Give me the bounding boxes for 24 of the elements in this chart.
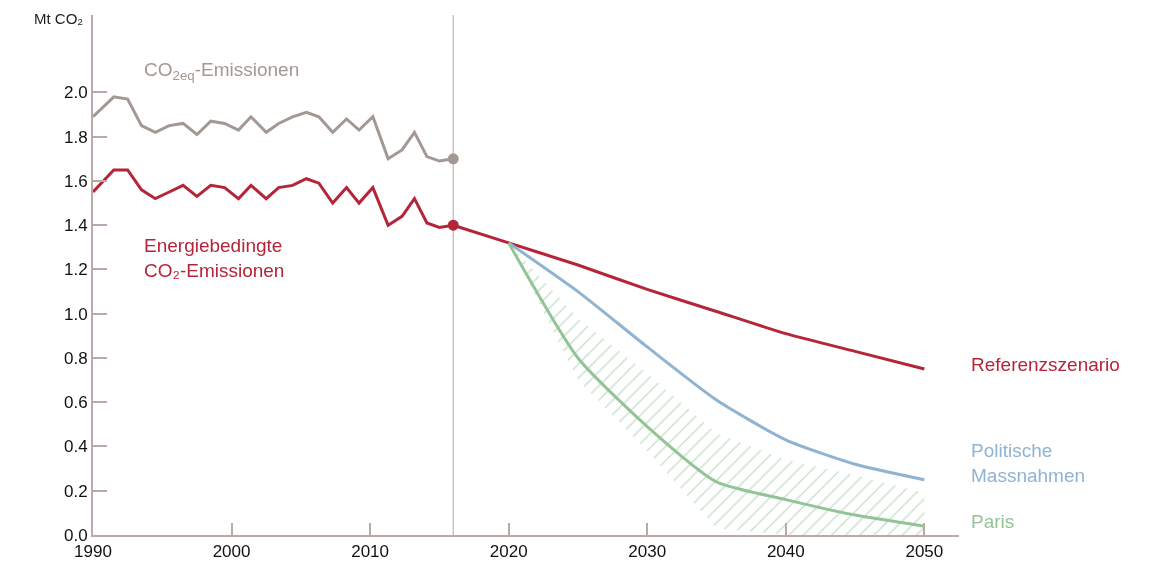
y-tick-label: 1.2	[63, 260, 88, 280]
y-tick-label: 1.0	[63, 304, 88, 324]
x-tick-label: 2010	[351, 542, 390, 562]
y-tick-label: 1.6	[63, 171, 88, 191]
y-tick-label: 0.6	[63, 393, 88, 413]
y-tick-label: 1.8	[63, 127, 88, 147]
x-tick-label: 1990	[74, 542, 112, 562]
text: Referenzszenario	[971, 354, 1120, 375]
x-tick-label: 2000	[212, 542, 251, 562]
x-tick-label: 2050	[905, 542, 944, 562]
y-tick-label: 0.2	[63, 481, 88, 501]
x-tick-label: 2020	[489, 542, 528, 562]
text: Paris	[971, 511, 1015, 532]
series-label: CO$_{2eq}$-Emissionen	[144, 59, 300, 83]
y-axis-title: Mt CO₂	[34, 10, 84, 27]
text: Politische Massnahmen	[971, 440, 1086, 486]
y-tick-label: 0.4	[63, 437, 88, 457]
y-tick-label: 0.8	[63, 348, 88, 368]
text: Energiebedingte CO₂-Emissionen	[144, 235, 285, 281]
x-tick-label: 2030	[628, 542, 667, 562]
x-tick-label: 2040	[766, 542, 805, 562]
y-tick-label: 0.0	[63, 525, 88, 545]
y-tick-label: 2.0	[63, 83, 88, 103]
y-tick-label: 1.4	[63, 216, 88, 236]
